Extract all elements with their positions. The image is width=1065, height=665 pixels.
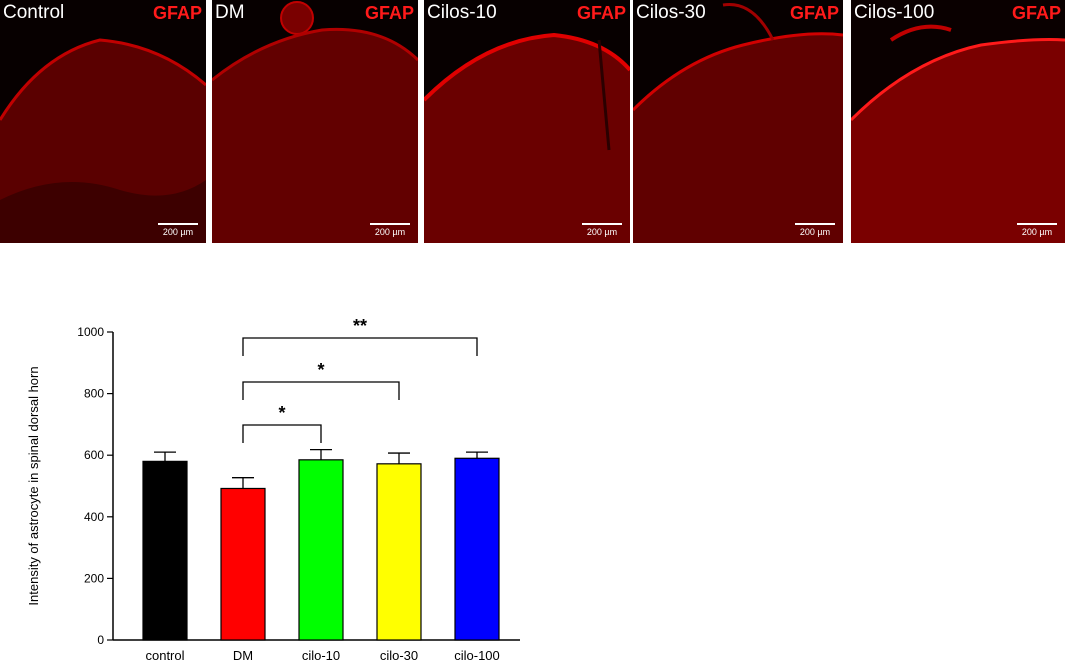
panel-label: Cilos-10 [427,2,497,23]
panel-marker-label: GFAP [152,3,202,23]
scale-bar-text: 200 µm [586,227,618,237]
panel-marker-label: GFAP [364,3,414,23]
y-axis-label: Intensity of astrocyte in spinal dorsal … [26,366,41,605]
significance-bracket [242,381,400,400]
bar-cilo-10 [298,459,344,641]
significance-bracket [242,424,322,443]
panel-label: DM [215,2,245,23]
micrograph-image [0,0,206,243]
x-tick-label: cilo-100 [454,648,500,663]
y-tick-label: 1000 [77,325,104,339]
y-tick-label: 0 [97,633,104,647]
significance-label: ** [353,316,367,336]
bar-cilo-100 [454,457,500,641]
bar-chart: 0 200 400 600 800 1000 Intensity of astrocyte … [26,316,520,663]
significance-label: * [317,360,324,380]
x-tick-label: cilo-30 [380,648,418,663]
scale-bar: 200 µm [158,223,198,237]
micrograph-image [633,0,843,243]
micrograph-image [851,0,1065,243]
y-tick-label: 600 [84,448,104,462]
y-tick-label: 800 [84,387,104,401]
x-tick-label: control [145,648,184,663]
scale-bar-text: 200 µm [799,227,831,237]
panel-label: Cilos-30 [636,2,706,23]
panel-marker-label: GFAP [576,3,626,23]
y-tick-label: 200 [84,571,104,585]
scale-bar: 200 µm [795,223,835,237]
scale-bar-text: 200 µm [1021,227,1053,237]
scale-bar: 200 µm [582,223,622,237]
scale-bar-line [582,223,622,225]
scale-bar: 200 µm [370,223,410,237]
scale-bar-text: 200 µm [162,227,194,237]
panel-label: Control [3,2,65,23]
significance-label: * [278,403,285,423]
x-tick-label: cilo-10 [302,648,340,663]
micrograph-image [212,0,418,243]
scale-bar-line [795,223,835,225]
scale-bar-line [370,223,410,225]
micrograph-image [424,0,630,243]
bar-DM [220,487,266,641]
y-tick-label: 400 [84,510,104,524]
significance-bracket [242,337,478,356]
x-tick-label: DM [233,648,253,663]
micrograph-panel-control: Control GFAP 200 µm [0,0,206,243]
micrograph-panel-dm: DM GFAP 200 µm [212,0,418,243]
micrograph-panel-cilos-100: Cilos-100 GFAP 200 µm [851,0,1065,243]
bar-control [142,460,188,641]
scale-bar-text: 200 µm [374,227,406,237]
micrograph-panel-cilos-30: Cilos-30 GFAP 200 µm [633,0,843,243]
scale-bar-line [158,223,198,225]
bar-cilo-30 [376,463,422,641]
panel-label: Cilos-100 [854,2,935,23]
panel-marker-label: GFAP [1011,3,1061,23]
scale-bar: 200 µm [1017,223,1057,237]
panel-marker-label: GFAP [789,3,839,23]
micrograph-panel-cilos-10: Cilos-10 GFAP 200 µm [424,0,630,243]
scale-bar-line [1017,223,1057,225]
